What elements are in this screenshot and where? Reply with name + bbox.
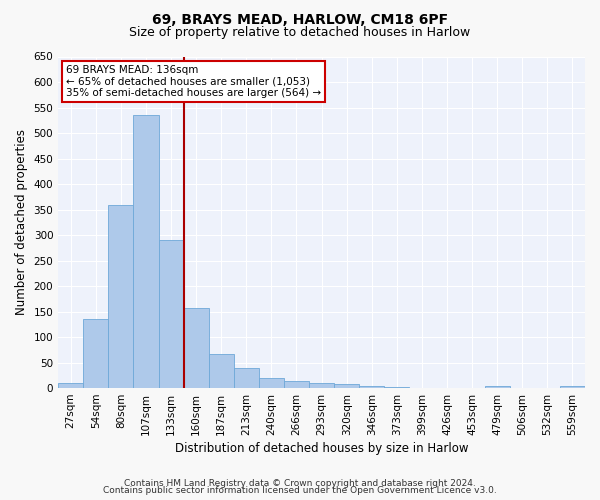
Bar	[259, 378, 284, 388]
Bar	[158, 240, 184, 388]
Y-axis label: Number of detached properties: Number of detached properties	[15, 130, 28, 316]
Bar	[485, 386, 510, 388]
Bar	[385, 387, 409, 388]
Bar	[334, 384, 359, 388]
Bar	[83, 319, 109, 388]
Bar	[58, 383, 83, 388]
Bar	[560, 386, 585, 388]
Bar	[309, 383, 334, 388]
Bar	[284, 381, 309, 388]
Bar	[234, 368, 259, 388]
Bar	[184, 308, 209, 388]
X-axis label: Distribution of detached houses by size in Harlow: Distribution of detached houses by size …	[175, 442, 469, 455]
Text: Size of property relative to detached houses in Harlow: Size of property relative to detached ho…	[130, 26, 470, 39]
Bar	[209, 354, 234, 388]
Bar	[109, 206, 133, 388]
Text: Contains public sector information licensed under the Open Government Licence v3: Contains public sector information licen…	[103, 486, 497, 495]
Text: Contains HM Land Registry data © Crown copyright and database right 2024.: Contains HM Land Registry data © Crown c…	[124, 478, 476, 488]
Text: 69, BRAYS MEAD, HARLOW, CM18 6PF: 69, BRAYS MEAD, HARLOW, CM18 6PF	[152, 12, 448, 26]
Bar	[133, 115, 158, 388]
Text: 69 BRAYS MEAD: 136sqm
← 65% of detached houses are smaller (1,053)
35% of semi-d: 69 BRAYS MEAD: 136sqm ← 65% of detached …	[66, 65, 321, 98]
Bar	[359, 386, 385, 388]
